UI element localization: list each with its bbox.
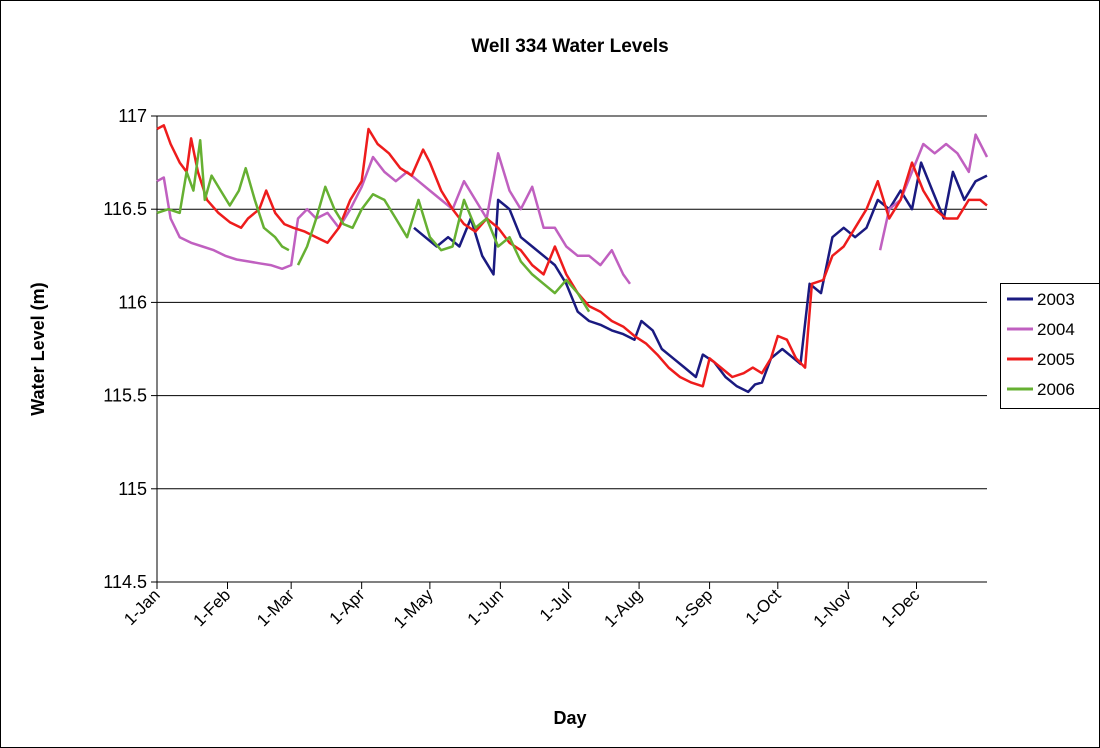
legend-label: 2003	[1037, 290, 1075, 309]
y-axis-label: Water Level (m)	[28, 282, 48, 415]
series-line	[156, 133, 989, 285]
legend-label: 2004	[1037, 320, 1075, 339]
y-tick-label: 116	[118, 292, 147, 312]
series-line	[156, 124, 988, 388]
y-tick-label: 115.5	[103, 386, 147, 406]
y-tick-label: 117	[118, 106, 147, 126]
y-tick-label: 114.5	[103, 572, 147, 592]
series-line	[156, 138, 591, 313]
y-tick-label: 116.5	[103, 199, 147, 219]
y-tick-label: 115	[118, 479, 147, 499]
legend-label: 2006	[1037, 380, 1075, 399]
legend-label: 2005	[1037, 350, 1075, 369]
chart-title: Well 334 Water Levels	[471, 36, 669, 57]
x-axis-label: Day	[553, 708, 586, 728]
